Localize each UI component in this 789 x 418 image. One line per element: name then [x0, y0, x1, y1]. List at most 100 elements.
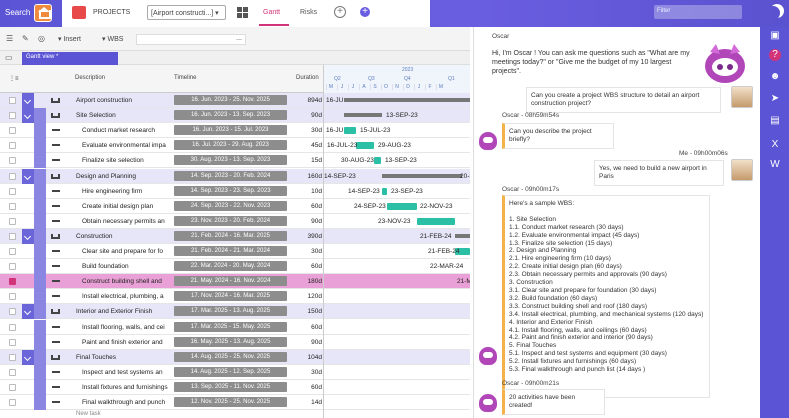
table-row[interactable]: Paint and finish exterior and 16. May. 20…: [0, 334, 470, 350]
row-checkbox[interactable]: [9, 172, 16, 180]
table-row[interactable]: Conduct market research 16. Jun. 2023 - 1…: [0, 123, 470, 139]
row-timeline[interactable]: 16. May. 2025 - 13. Aug. 2025: [174, 336, 287, 347]
table-row[interactable]: Install fixtures and furnishings 13. Sep.…: [0, 379, 470, 395]
row-duration[interactable]: 120d: [307, 293, 322, 301]
row-description[interactable]: Construct building shell and: [82, 278, 162, 286]
task-bar[interactable]: [356, 142, 374, 150]
chat-icon[interactable]: ▤: [770, 115, 780, 126]
row-duration[interactable]: 30d: [311, 248, 322, 255]
row-description[interactable]: Paint and finish exterior and: [82, 338, 163, 346]
row-description[interactable]: Site Selection: [76, 112, 116, 120]
row-checkbox[interactable]: [9, 399, 16, 406]
row-checkbox[interactable]: [9, 383, 16, 391]
home-icon[interactable]: [34, 4, 52, 22]
row-timeline[interactable]: 21. Feb. 2024 - 21. Mar. 2024: [174, 246, 287, 256]
row-timeline[interactable]: 14. Sep. 2023 - 23. Sep. 2023: [174, 185, 287, 196]
row-description[interactable]: Design and Planning: [76, 172, 136, 180]
filter-input[interactable]: Filter: [654, 5, 742, 19]
row-duration[interactable]: 14d: [311, 399, 322, 406]
row-duration[interactable]: 104d: [307, 353, 322, 361]
edit-icon[interactable]: ✎: [22, 34, 29, 43]
col-timeline[interactable]: Timeline: [174, 75, 197, 81]
table-row[interactable]: Build foundation 22. Mar. 2024 - 20. May.…: [0, 259, 470, 275]
word-icon[interactable]: W: [770, 159, 780, 170]
row-checkbox[interactable]: [9, 308, 16, 316]
save-icon[interactable]: ▣: [770, 30, 780, 41]
row-description[interactable]: Final Touches: [76, 353, 116, 361]
row-duration[interactable]: 60d: [311, 263, 322, 271]
row-timeline[interactable]: 17. Mar. 2025 - 15. May. 2025: [174, 321, 287, 332]
row-timeline[interactable]: 30. Aug. 2023 - 13. Sep. 2023: [174, 155, 287, 166]
row-duration[interactable]: 90d: [311, 217, 322, 225]
expand-toggle-icon[interactable]: [22, 93, 34, 108]
tab-risks[interactable]: Risks: [300, 9, 318, 16]
table-row[interactable]: Construct building shell and 21. May. 202…: [0, 274, 470, 290]
row-checkbox[interactable]: [9, 202, 16, 210]
row-description[interactable]: Inspect and test systems an: [82, 368, 163, 376]
new-task-row[interactable]: New task: [76, 411, 101, 417]
table-row[interactable]: Design and Planning 14. Sep. 2023 - 20. F…: [0, 168, 470, 184]
task-bar[interactable]: [417, 217, 455, 225]
row-timeline[interactable]: 17. Nov. 2024 - 16. Mar. 2025: [174, 291, 287, 302]
table-row[interactable]: Install flooring, walls, and cei 17. Mar.…: [0, 319, 470, 335]
table-row[interactable]: Finalize site selection 30. Aug. 2023 - 1…: [0, 153, 470, 169]
expand-toggle-icon[interactable]: [22, 228, 34, 244]
table-row[interactable]: Construction 21. Feb. 2024 - 16. Mar. 202…: [0, 228, 470, 244]
table-row[interactable]: Install electrical, plumbing, a 17. Nov. …: [0, 289, 470, 305]
target-icon[interactable]: ◎: [38, 34, 45, 43]
task-bar[interactable]: [344, 127, 356, 135]
row-description[interactable]: Finalize site selection: [82, 157, 144, 165]
insert-menu[interactable]: ▾ Insert: [58, 36, 81, 43]
row-checkbox[interactable]: [9, 278, 16, 286]
row-duration[interactable]: 15d: [311, 157, 322, 165]
task-bar[interactable]: [387, 202, 417, 210]
table-row[interactable]: Interior and Exterior Finish 17. Mar. 202…: [0, 304, 470, 320]
projects-label[interactable]: PROJECTS: [93, 9, 131, 16]
row-description[interactable]: Obtain necessary permits an: [82, 217, 165, 225]
tab-gantt[interactable]: Gantt: [263, 9, 281, 16]
row-duration[interactable]: 10d: [311, 187, 322, 195]
project-select[interactable]: [Airport constructi...] ▾: [147, 5, 226, 20]
row-description[interactable]: Final walkthrough and punch: [82, 399, 166, 406]
row-duration[interactable]: 30d: [311, 368, 322, 376]
row-checkbox[interactable]: [9, 112, 16, 120]
row-checkbox[interactable]: [9, 368, 16, 376]
row-description[interactable]: Evaluate environmental impa: [82, 142, 166, 150]
task-bar[interactable]: [382, 187, 387, 195]
panel-icon[interactable]: ▭: [5, 53, 13, 62]
help-icon[interactable]: ?: [769, 49, 781, 61]
table-row[interactable]: Inspect and test systems an 14. Aug. 2025…: [0, 364, 470, 380]
row-checkbox[interactable]: [9, 293, 16, 301]
table-row[interactable]: Clear site and prepare for fo 21. Feb. 20…: [0, 244, 470, 259]
table-row[interactable]: Final walkthrough and punch 12. Nov. 2025…: [0, 395, 470, 410]
row-description[interactable]: Build foundation: [82, 263, 129, 271]
summary-bar[interactable]: [382, 173, 462, 178]
row-checkbox[interactable]: [9, 263, 16, 271]
row-timeline[interactable]: 24. Sep. 2023 - 22. Nov. 2023: [174, 200, 287, 211]
row-duration[interactable]: 30d: [311, 127, 322, 135]
row-duration[interactable]: 390d: [307, 232, 322, 240]
row-duration[interactable]: 60d: [311, 383, 322, 391]
row-description[interactable]: Conduct market research: [82, 127, 155, 135]
row-timeline[interactable]: 13. Sep. 2025 - 11. Nov. 2025: [174, 381, 287, 392]
send-icon[interactable]: ➤: [770, 93, 780, 104]
row-checkbox[interactable]: [9, 97, 16, 104]
row-timeline[interactable]: 21. Feb. 2024 - 16. Mar. 2025: [174, 230, 287, 241]
row-description[interactable]: Interior and Exterior Finish: [76, 308, 153, 316]
row-timeline[interactable]: 17. Mar. 2025 - 13. Aug. 2025: [174, 306, 287, 317]
table-row[interactable]: Evaluate environmental impa 16. Jul. 2023…: [0, 138, 470, 154]
row-timeline[interactable]: 21. May. 2024 - 16. Nov. 2024: [174, 276, 287, 287]
row-checkbox[interactable]: [9, 248, 16, 255]
row-duration[interactable]: 160d: [307, 172, 322, 180]
row-checkbox[interactable]: [9, 353, 16, 361]
add-tab-icon[interactable]: +: [334, 6, 346, 18]
row-timeline[interactable]: 14. Aug. 2025 - 25. Nov. 2025: [174, 351, 287, 362]
row-duration[interactable]: 60d: [311, 202, 322, 210]
row-checkbox[interactable]: [9, 142, 16, 150]
row-description[interactable]: Hire engineering firm: [82, 187, 143, 195]
wbs-input[interactable]: ...: [136, 34, 246, 45]
table-row[interactable]: Hire engineering firm 14. Sep. 2023 - 23.…: [0, 183, 470, 199]
row-description[interactable]: Install flooring, walls, and cei: [82, 323, 165, 331]
row-checkbox[interactable]: [9, 187, 16, 195]
row-timeline[interactable]: 16. Jun. 2023 - 15. Jul. 2023: [174, 125, 287, 136]
